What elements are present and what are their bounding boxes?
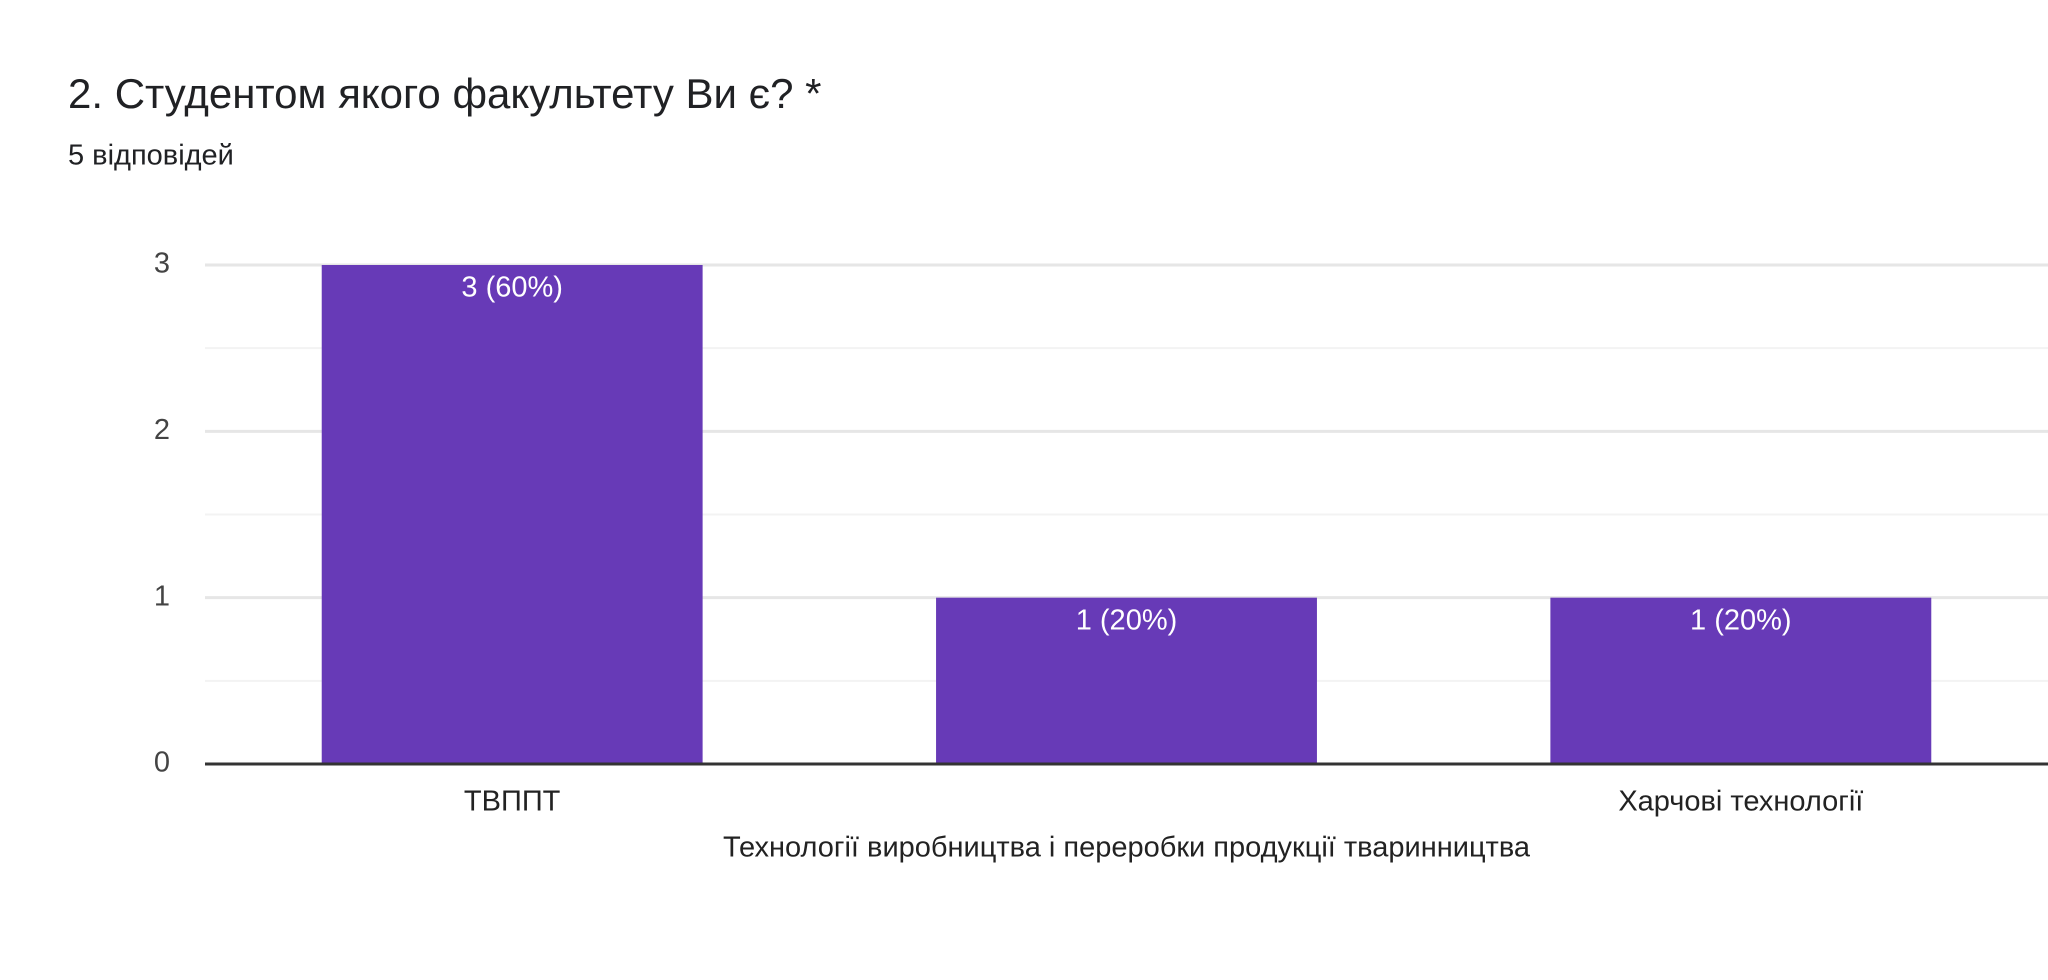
value-label: 1 (20%) (1076, 604, 1178, 636)
y-tick-label: 1 (154, 580, 170, 612)
y-tick-label: 0 (154, 747, 170, 779)
y-tick-label: 2 (154, 414, 170, 446)
chart-subtitle: 5 відповідей (68, 140, 234, 172)
bar (1550, 597, 1932, 764)
value-label: 3 (60%) (461, 272, 563, 304)
x-tick-label: Харчові технології (1618, 786, 1863, 818)
x-tick-label: Технології виробництва і переробки проду… (723, 832, 1531, 864)
x-tick-label: ТВППТ (464, 786, 561, 818)
bar (321, 265, 703, 764)
y-tick-label: 3 (154, 248, 170, 280)
chart-title: 2. Студентом якого факультету Ви є? * (68, 70, 821, 117)
value-label: 1 (20%) (1690, 604, 1792, 636)
bar (936, 597, 1317, 764)
